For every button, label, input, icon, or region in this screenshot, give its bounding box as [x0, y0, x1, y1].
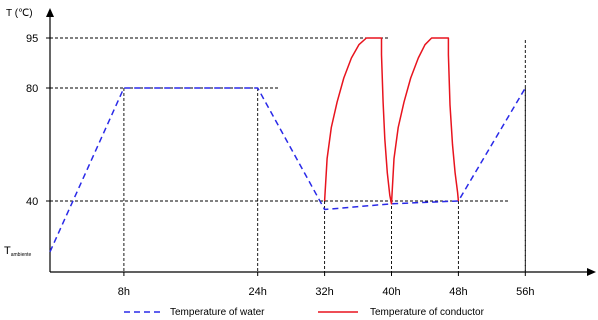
y-axis-arrow: [46, 8, 54, 17]
x-axis-arrow: [587, 268, 596, 276]
x-tick-label-8h: 8h: [118, 286, 130, 298]
x-tick-label-40h: 40h: [382, 286, 400, 298]
series-line-conductor: [323, 37, 460, 205]
x-tick-label-48h: 48h: [449, 286, 467, 298]
legend-label-water: Temperature of water: [170, 307, 265, 318]
x-tick-label-56h: 56h: [516, 286, 534, 298]
y-tick-label-95: 95: [26, 33, 38, 45]
legend: Temperature of water Temperature of condu…: [124, 307, 485, 318]
tick-labels: T (℃) 95 80 40 Tambiente 8h 24h 32h 40h 48h 56h: [4, 8, 534, 298]
series-layer: [49, 37, 526, 253]
y-ambient-label: Tambiente: [4, 245, 32, 258]
reference-lines: [50, 37, 526, 272]
y-axis-title: T (℃): [6, 8, 33, 19]
y-tick-label-80: 80: [26, 83, 38, 95]
series-line-water: [49, 87, 526, 253]
y-tick-label-40: 40: [26, 196, 38, 208]
legend-label-conductor: Temperature of conductor: [370, 307, 485, 318]
axes: [46, 8, 596, 276]
x-tick-label-24h: 24h: [249, 286, 267, 298]
x-tick-label-32h: 32h: [315, 286, 333, 298]
